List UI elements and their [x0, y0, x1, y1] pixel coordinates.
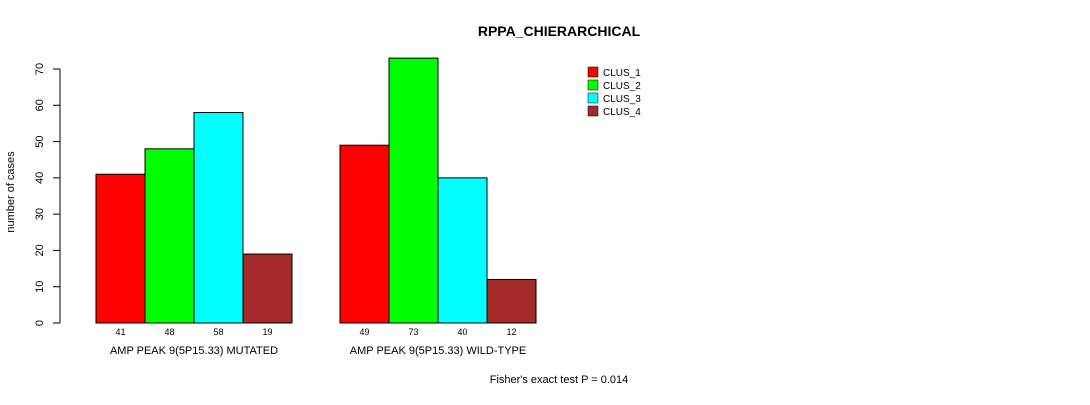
- y-tick-label: 60: [34, 99, 46, 111]
- y-tick-label: 50: [34, 135, 46, 147]
- bar-value-label: 49: [359, 327, 369, 337]
- legend-label: CLUS_2: [603, 81, 641, 92]
- legend-label: CLUS_3: [603, 94, 641, 105]
- bar-clus-2-group-1: [144, 148, 195, 324]
- bar-clus-4-group-1: [242, 253, 293, 324]
- bar-value-label: 19: [262, 327, 272, 337]
- bar-value-label: 48: [164, 327, 174, 337]
- y-tick-label: 70: [34, 63, 46, 75]
- legend: CLUS_1 CLUS_2 CLUS_3 CLUS_4: [587, 66, 641, 118]
- bars: [95, 57, 537, 324]
- bar-clus-4-group-2: [486, 278, 537, 324]
- bar-clus-1-group-2: [339, 144, 390, 324]
- legend-swatch: [587, 105, 599, 117]
- y-axis-label: number of cases: [5, 151, 17, 233]
- group-labels: AMP PEAK 9(5P15.33) MUTATED AMP PEAK 9(5P…: [110, 345, 526, 357]
- legend-swatch: [587, 92, 599, 104]
- bar-clus-2-group-2: [388, 57, 439, 324]
- bar-value-label: 73: [408, 327, 418, 337]
- bar-value-label: 41: [115, 327, 125, 337]
- y-tick-label: 10: [34, 281, 46, 293]
- y-tick-label: 0: [34, 320, 46, 326]
- bar-value-label: 58: [213, 327, 223, 337]
- bar-clus-3-group-1: [193, 112, 244, 324]
- legend-swatch: [587, 66, 599, 78]
- y-tick-label: 40: [34, 172, 46, 184]
- y-tick-label: 30: [34, 208, 46, 220]
- group-label: AMP PEAK 9(5P15.33) WILD-TYPE: [350, 345, 526, 357]
- bar-clus-1-group-1: [95, 173, 146, 324]
- legend-label: CLUS_4: [603, 107, 641, 118]
- chart-title: RPPA_CHIERARCHICAL: [478, 23, 641, 39]
- y-axis: 0 10 20 30 40 50 60 70: [34, 63, 61, 326]
- value-labels: 41 48 58 19 49 73 40 12: [115, 327, 516, 337]
- fisher-test-annotation: Fisher's exact test P = 0.014: [490, 374, 629, 386]
- legend-label: CLUS_1: [603, 68, 641, 79]
- legend-swatch: [587, 79, 599, 91]
- group-label: AMP PEAK 9(5P15.33) MUTATED: [110, 345, 278, 357]
- y-tick-label: 20: [34, 244, 46, 256]
- bar-value-label: 40: [457, 327, 467, 337]
- bar-clus-3-group-2: [437, 177, 488, 324]
- bar-value-label: 12: [506, 327, 516, 337]
